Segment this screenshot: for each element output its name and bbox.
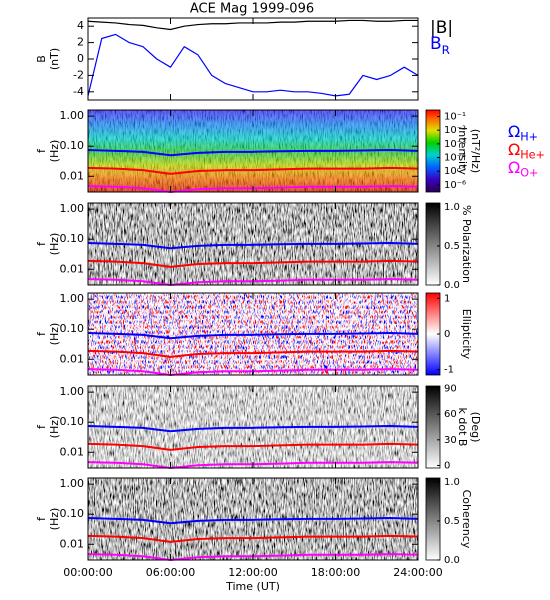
- series-line: [87, 534, 419, 543]
- colorbar-label: (nT²/Hz): [469, 129, 482, 173]
- colorbar-tick-label: 10⁻³: [444, 139, 466, 150]
- y-axis-label: (nT): [48, 48, 61, 70]
- y-tick-label: 1.00: [60, 292, 85, 305]
- colorbar-tick-label: 0.5: [444, 516, 460, 527]
- x-axis-label: Time (UT): [225, 580, 280, 593]
- legend-entry: BR: [430, 34, 450, 56]
- y-axis-label: f: [35, 148, 48, 153]
- y-tick-label: 1.00: [60, 109, 85, 122]
- series-line: [87, 241, 419, 250]
- chart-title: ACE Mag 1999-096: [190, 2, 314, 17]
- colorbar-tick-label: -1: [444, 365, 454, 376]
- y-axis-label: B: [35, 55, 48, 63]
- y-tick-label: 0.10: [60, 507, 85, 520]
- x-tick-label: 12:00:00: [228, 566, 277, 579]
- y-tick-label: 0.01: [60, 352, 85, 365]
- y-tick-label: 0.01: [60, 262, 85, 275]
- y-axis-label: (Hz): [48, 233, 61, 256]
- colorbar: [425, 202, 441, 286]
- colorbar-label: Ellipticity: [460, 309, 473, 360]
- y-tick-label: 1.00: [60, 202, 85, 215]
- y-axis-label: (Hz): [48, 140, 61, 163]
- colorbar-tick-label: 0: [444, 329, 450, 340]
- colorbar: [425, 385, 441, 469]
- y-tick-label: 0: [77, 52, 84, 65]
- colorbar-tick-label: 30: [444, 435, 457, 446]
- series-line: [87, 148, 419, 157]
- y-tick-label: -4: [73, 85, 84, 98]
- y-axis-label: (Hz): [48, 508, 61, 531]
- legend-entry: ΩHe+: [508, 140, 545, 162]
- colorbar-tick-label: 0.5: [444, 241, 460, 252]
- series-line: [87, 349, 419, 358]
- x-tick-label: 06:00:00: [146, 566, 195, 579]
- legend-entry: ΩO+: [508, 158, 538, 180]
- colorbar: [425, 109, 441, 193]
- y-axis-label: f: [35, 241, 48, 246]
- y-tick-label: 0.10: [60, 415, 85, 428]
- y-tick-label: 0.01: [60, 537, 85, 550]
- series-line: [87, 516, 419, 525]
- series-line: [87, 166, 419, 175]
- colorbar-tick-label: 1: [444, 293, 450, 304]
- y-axis-label: f: [35, 424, 48, 429]
- series-line: [87, 259, 419, 268]
- colorbar-tick-label: 10⁻⁶: [444, 180, 466, 191]
- y-axis-label: f: [35, 516, 48, 521]
- colorbar-tick-label: 10⁻⁵: [444, 166, 466, 177]
- y-tick-label: 1.00: [60, 477, 85, 490]
- y-tick-label: 2: [77, 36, 84, 49]
- x-tick-label: 24:00:00: [393, 566, 442, 579]
- series-line: [87, 33, 419, 97]
- y-tick-label: 0.10: [60, 232, 85, 245]
- colorbar-tick-label: 10⁻¹: [444, 112, 466, 123]
- series-line: [87, 331, 419, 340]
- y-axis-label: f: [35, 331, 48, 336]
- series-line: [87, 424, 419, 433]
- legend-entry: ΩH+: [508, 122, 538, 144]
- colorbar-tick-label: 90: [444, 384, 457, 395]
- colorbar-label: Intensity: [456, 127, 469, 175]
- colorbar-label: % Polarization: [460, 205, 473, 283]
- colorbar-tick-label: 60: [444, 409, 457, 420]
- y-axis-label: (Hz): [48, 416, 61, 439]
- colorbar-tick-label: 10⁻²: [444, 125, 466, 136]
- colorbar-tick-label: 1.0: [444, 477, 460, 488]
- colorbar-tick-label: 0.0: [444, 280, 460, 291]
- x-tick-label: 00:00:00: [63, 566, 112, 579]
- colorbar-tick-label: 10⁻⁴: [444, 153, 466, 164]
- colorbar-label: k dot B: [456, 408, 469, 447]
- y-tick-label: 0.10: [60, 322, 85, 335]
- y-tick-label: 0.01: [60, 445, 85, 458]
- colorbar-tick-label: 0.0: [444, 555, 460, 566]
- colorbar: [425, 477, 441, 561]
- y-tick-label: 0.10: [60, 139, 85, 152]
- legend-entry: |B|: [430, 18, 453, 38]
- colorbar-tick-label: 1.0: [444, 202, 460, 213]
- y-axis-label: (Hz): [48, 323, 61, 346]
- y-tick-label: -2: [73, 68, 84, 81]
- series-line: [87, 442, 419, 451]
- colorbar-label: (Deg): [469, 412, 482, 443]
- x-tick-label: 18:00:00: [311, 566, 360, 579]
- y-tick-label: 0.01: [60, 169, 85, 182]
- y-tick-label: 4: [77, 19, 84, 32]
- y-tick-label: 1.00: [60, 385, 85, 398]
- colorbar-label: Coherency: [460, 490, 473, 549]
- plot-frame: [87, 17, 419, 101]
- colorbar-tick-label: 0: [444, 460, 450, 471]
